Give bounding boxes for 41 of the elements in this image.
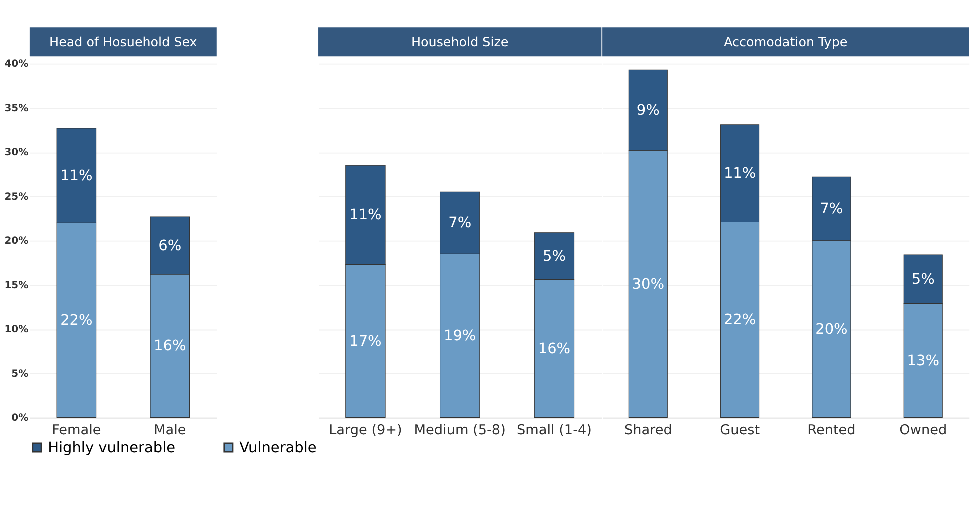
y-tick-label: 15% xyxy=(4,280,29,292)
data-label: 16% xyxy=(538,341,571,358)
x-tick-label: Large (9+) xyxy=(329,422,402,439)
chart-title: Accomodation Type xyxy=(724,34,848,50)
data-label: 11% xyxy=(60,168,93,184)
data-label: 5% xyxy=(912,272,935,288)
y-tick-label: 25% xyxy=(4,192,29,203)
data-label: 22% xyxy=(60,313,93,330)
data-label: 11% xyxy=(350,208,382,224)
data-label: 5% xyxy=(542,248,566,265)
y-tick-label: 0% xyxy=(12,412,29,424)
x-tick-label: Medium (5-8) xyxy=(414,422,506,439)
legend-label: Highly vulnerable xyxy=(48,440,176,456)
data-label: 7% xyxy=(820,202,844,218)
x-tick-label: Owned xyxy=(900,422,948,439)
data-label: 20% xyxy=(816,322,848,338)
chart-title: Head of Hosuehold Sex xyxy=(50,34,198,50)
data-label: 13% xyxy=(907,353,940,370)
y-tick-label: 20% xyxy=(4,236,29,248)
data-label: 6% xyxy=(158,238,182,254)
chart-title: Household Size xyxy=(411,34,509,50)
y-tick-label: 40% xyxy=(4,59,29,70)
legend-label: Vulnerable xyxy=(240,440,317,456)
data-label: 22% xyxy=(724,312,756,329)
data-label: 7% xyxy=(448,216,472,232)
data-label: 16% xyxy=(154,338,186,355)
x-tick-label: Male xyxy=(154,422,186,439)
y-tick-label: 35% xyxy=(4,103,29,114)
data-label: 17% xyxy=(350,334,382,350)
data-label: 19% xyxy=(444,328,476,345)
data-label: 9% xyxy=(636,102,660,119)
y-tick-label: 30% xyxy=(4,148,29,159)
data-label: 30% xyxy=(632,276,665,293)
x-tick-label: Rented xyxy=(808,422,856,439)
x-tick-label: Shared xyxy=(624,422,672,439)
data-label: 11% xyxy=(724,166,756,182)
x-tick-label: Guest xyxy=(720,422,761,439)
y-tick-label: 5% xyxy=(12,368,29,380)
x-tick-label: Small (1-4) xyxy=(516,422,592,439)
x-tick-label: Female xyxy=(52,422,102,439)
y-tick-label: 10% xyxy=(4,324,29,336)
